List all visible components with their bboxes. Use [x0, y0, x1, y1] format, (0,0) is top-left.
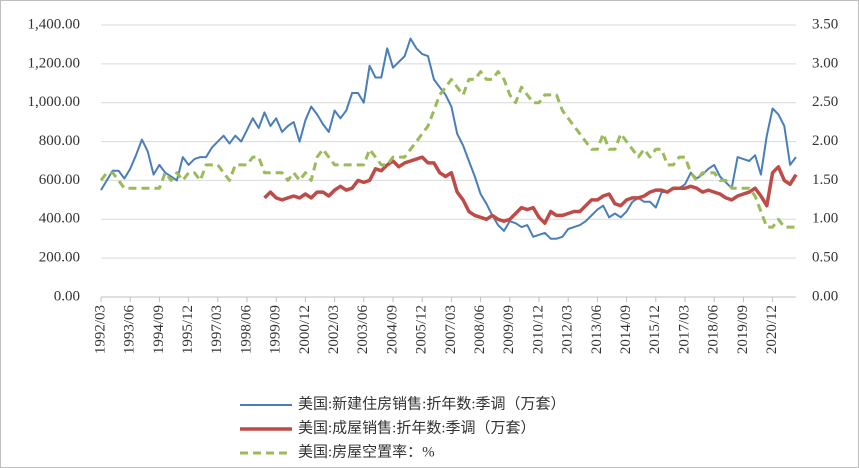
series-line: [99, 70, 796, 229]
x-tick-label: 2010/12: [530, 305, 546, 354]
y-tick-label: 200.00: [39, 250, 80, 266]
y2-tick-label: 1.00: [812, 211, 838, 227]
x-tick-label: 1992/03: [92, 305, 108, 354]
x-tick-label: 2007/03: [443, 305, 459, 354]
x-tick-label: 2014/09: [618, 305, 634, 354]
legend-label: 美国:房屋空置率：%: [298, 443, 435, 460]
x-tick-label: 2003/06: [355, 305, 371, 355]
x-tick-label: 2015/12: [647, 305, 663, 354]
x-tick-label: 1993/06: [122, 305, 138, 355]
x-tick-label: 1998/06: [238, 305, 254, 355]
y2-tick-label: 1.50: [812, 172, 838, 188]
y2-tick-label: 2.00: [812, 133, 838, 149]
x-tick-label: 2000/12: [297, 305, 313, 354]
y2-tick-label: 3.50: [812, 16, 838, 32]
x-tick-label: 2012/03: [560, 305, 576, 354]
x-tick-label: 2008/06: [472, 305, 488, 355]
y2-tick-label: 3.00: [812, 55, 838, 71]
y-tick-label: 1,200.00: [28, 55, 81, 71]
series-line: [263, 155, 798, 225]
legend-label: 美国:成屋销售:折年数:季调（万套）: [298, 419, 536, 436]
x-tick-label: 2017/03: [676, 305, 692, 354]
x-tick-label: 2004/09: [384, 305, 400, 354]
legend-label: 美国:新建住房销售:折年数:季调（万套）: [298, 395, 566, 412]
x-tick-label: 1997/03: [209, 305, 225, 354]
y2-tick-label: 0.50: [812, 250, 838, 266]
y-tick-label: 800.00: [39, 133, 80, 149]
x-tick-label: 1995/12: [180, 305, 196, 354]
y-tick-label: 1,400.00: [28, 16, 81, 32]
x-tick-label: 1999/09: [268, 305, 284, 354]
x-tick-label: 2020/12: [764, 305, 780, 354]
x-tick-label: 2019/09: [735, 305, 751, 354]
x-tick-label: 2013/06: [589, 305, 605, 355]
y2-tick-label: 0.00: [812, 288, 838, 304]
y2-tick-label: 2.50: [812, 94, 838, 110]
x-tick-label: 1994/09: [151, 305, 167, 354]
y-tick-label: 400.00: [39, 211, 80, 227]
x-tick-label: 2005/12: [414, 305, 430, 354]
y-tick-label: 600.00: [39, 172, 80, 188]
x-tick-label: 2009/09: [501, 305, 517, 354]
y-tick-label: 1,000.00: [28, 94, 81, 110]
x-tick-label: 2018/06: [706, 305, 722, 355]
y-tick-label: 0.00: [54, 288, 80, 304]
x-tick-label: 2002/03: [326, 305, 342, 354]
